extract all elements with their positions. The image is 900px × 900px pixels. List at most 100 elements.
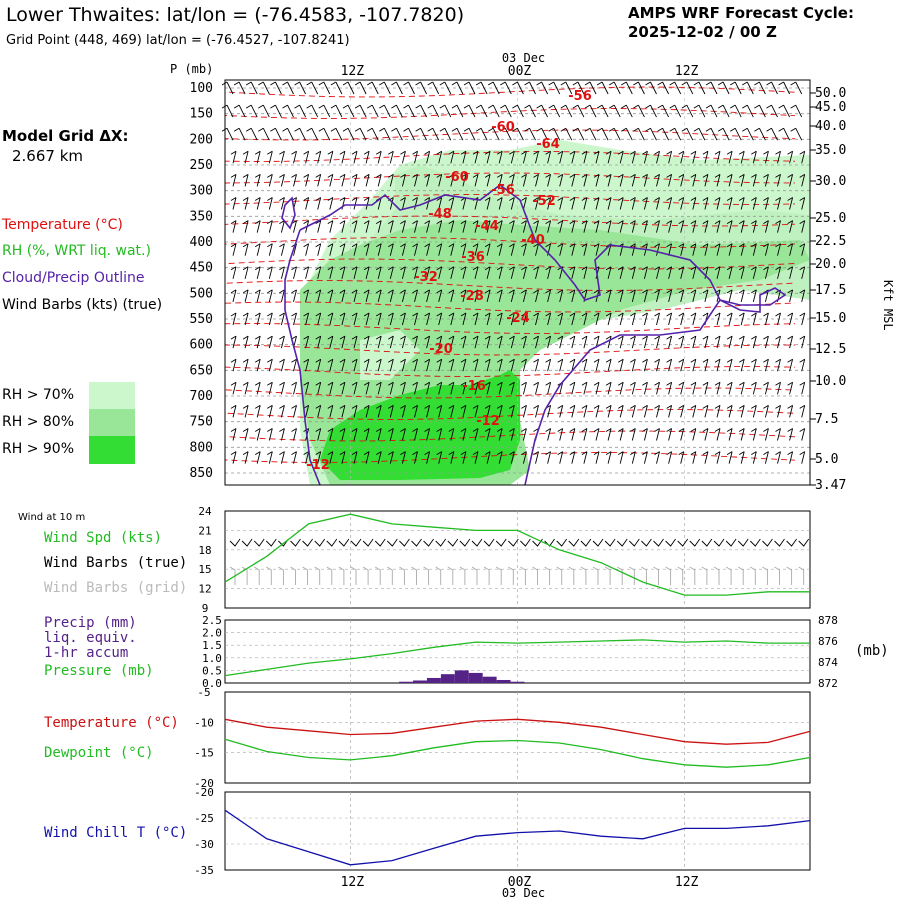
wind-barb-feather [242,289,249,294]
xsec-right-tick-label: 15.0 [815,311,846,326]
wind-barb-staff [462,220,467,233]
wind-barb-feather [678,358,684,363]
wind-barb [484,220,491,233]
temperature-contour-label: -24 [506,311,530,326]
wind-barb-staff [571,359,576,372]
wind-barb-feather [424,358,430,363]
wind-barb [569,289,576,303]
wind-barb-feather [533,451,539,455]
wind-barb-staff [389,359,394,372]
wind-barb-staff [752,359,757,372]
wind-barb [633,81,645,95]
wind-barb-feather [291,150,297,155]
wind-barb [654,335,660,349]
wind-barb [375,150,382,164]
wind-barb [448,451,455,464]
wind-barb [375,428,382,441]
wind-barb-feather [545,312,551,317]
wind-barb-grid [435,566,442,585]
wind-barb-staff [662,127,670,141]
precip-bar [454,670,469,683]
wind-barb-feather [400,150,406,155]
wind-barb-staff [619,451,624,464]
wind-barb [717,81,730,95]
wind-barb-staff [777,405,781,418]
wind-barb-staff [293,312,297,326]
wind-barb-staff [462,382,467,395]
wind-barb [690,335,697,349]
wind-barb [581,335,588,349]
wind-barb-staff [377,312,382,326]
wind-barb-staff [752,197,757,210]
wind-barb [678,197,685,210]
wind-barb [548,127,561,141]
wind-barb-feather [726,150,733,155]
wind-barb [654,197,660,210]
wind-barb [267,451,273,464]
wind-barb [521,243,527,256]
wind-barb-grid [568,566,575,585]
wind-barb-staff [795,81,803,95]
wind-barb-staff [607,405,612,418]
wind-barb [400,197,406,210]
wind-barb-feather [593,358,600,363]
wind-barb-feather [436,289,442,294]
wind-barb-staff [656,289,660,303]
wind-barb [339,428,346,441]
wind-barb [267,220,273,233]
wind-barb-staff [450,243,455,256]
wind-barb [484,150,491,164]
wind-barb [778,127,791,141]
wind-barb-staff [244,151,249,164]
wind-barb-staff [716,220,721,233]
wind-barb-feather [375,358,382,363]
wind-barb-grid [387,566,393,585]
wind-barb [738,174,745,187]
wind-barb-feather [484,428,491,432]
wind-barb [593,220,600,233]
wind-barb [560,127,573,141]
temperature-contour-label: -56 [491,183,515,198]
wind-barb-staff [462,289,467,303]
wind-barb-staff [462,174,467,187]
wind-barb-feather [642,266,648,271]
wind-barb-feather [427,127,433,132]
wind-barb [557,358,564,372]
wind-barb-staff [365,289,370,303]
wind-barb [738,381,745,395]
wind-barb-staff [232,359,237,372]
wind-barb-feather [545,428,551,432]
wind-barb-feather [315,150,321,155]
wind-barb-staff [686,104,694,118]
wind-barb [412,243,418,256]
wind-barb-feather [509,358,515,363]
wind-barb-staff [631,335,636,349]
wind-barb-grid [701,566,708,585]
wind-barb-staff [232,220,237,233]
wind-barb-grid [302,566,309,585]
wind-barb-feather [790,104,796,109]
wind-barb-staff [317,382,322,395]
wind-barb-staff [498,289,503,303]
wind-barb [448,197,455,210]
wind-barb [790,81,803,95]
wind-barb [351,266,358,279]
wind-barb-feather [291,266,297,271]
wind-barb [327,289,334,303]
wind-barb [617,358,624,372]
wind-barb [569,428,576,441]
wind-barb [254,266,261,279]
wind-barb-staff [716,382,721,395]
wind-barb [342,104,355,118]
wind-barb [581,174,588,187]
wind-barb-staff [704,243,709,256]
wind-barb [738,150,745,164]
wind-barb-staff [317,266,322,279]
wind-barb-feather [654,289,660,294]
wind-barb-staff [571,335,576,349]
wind-barb-staff [377,266,382,279]
xsec-p-tick-label: 800 [190,440,213,455]
wind-barb-feather [545,358,551,363]
wind-barb-staff [365,197,370,210]
wind-barb [778,104,791,118]
